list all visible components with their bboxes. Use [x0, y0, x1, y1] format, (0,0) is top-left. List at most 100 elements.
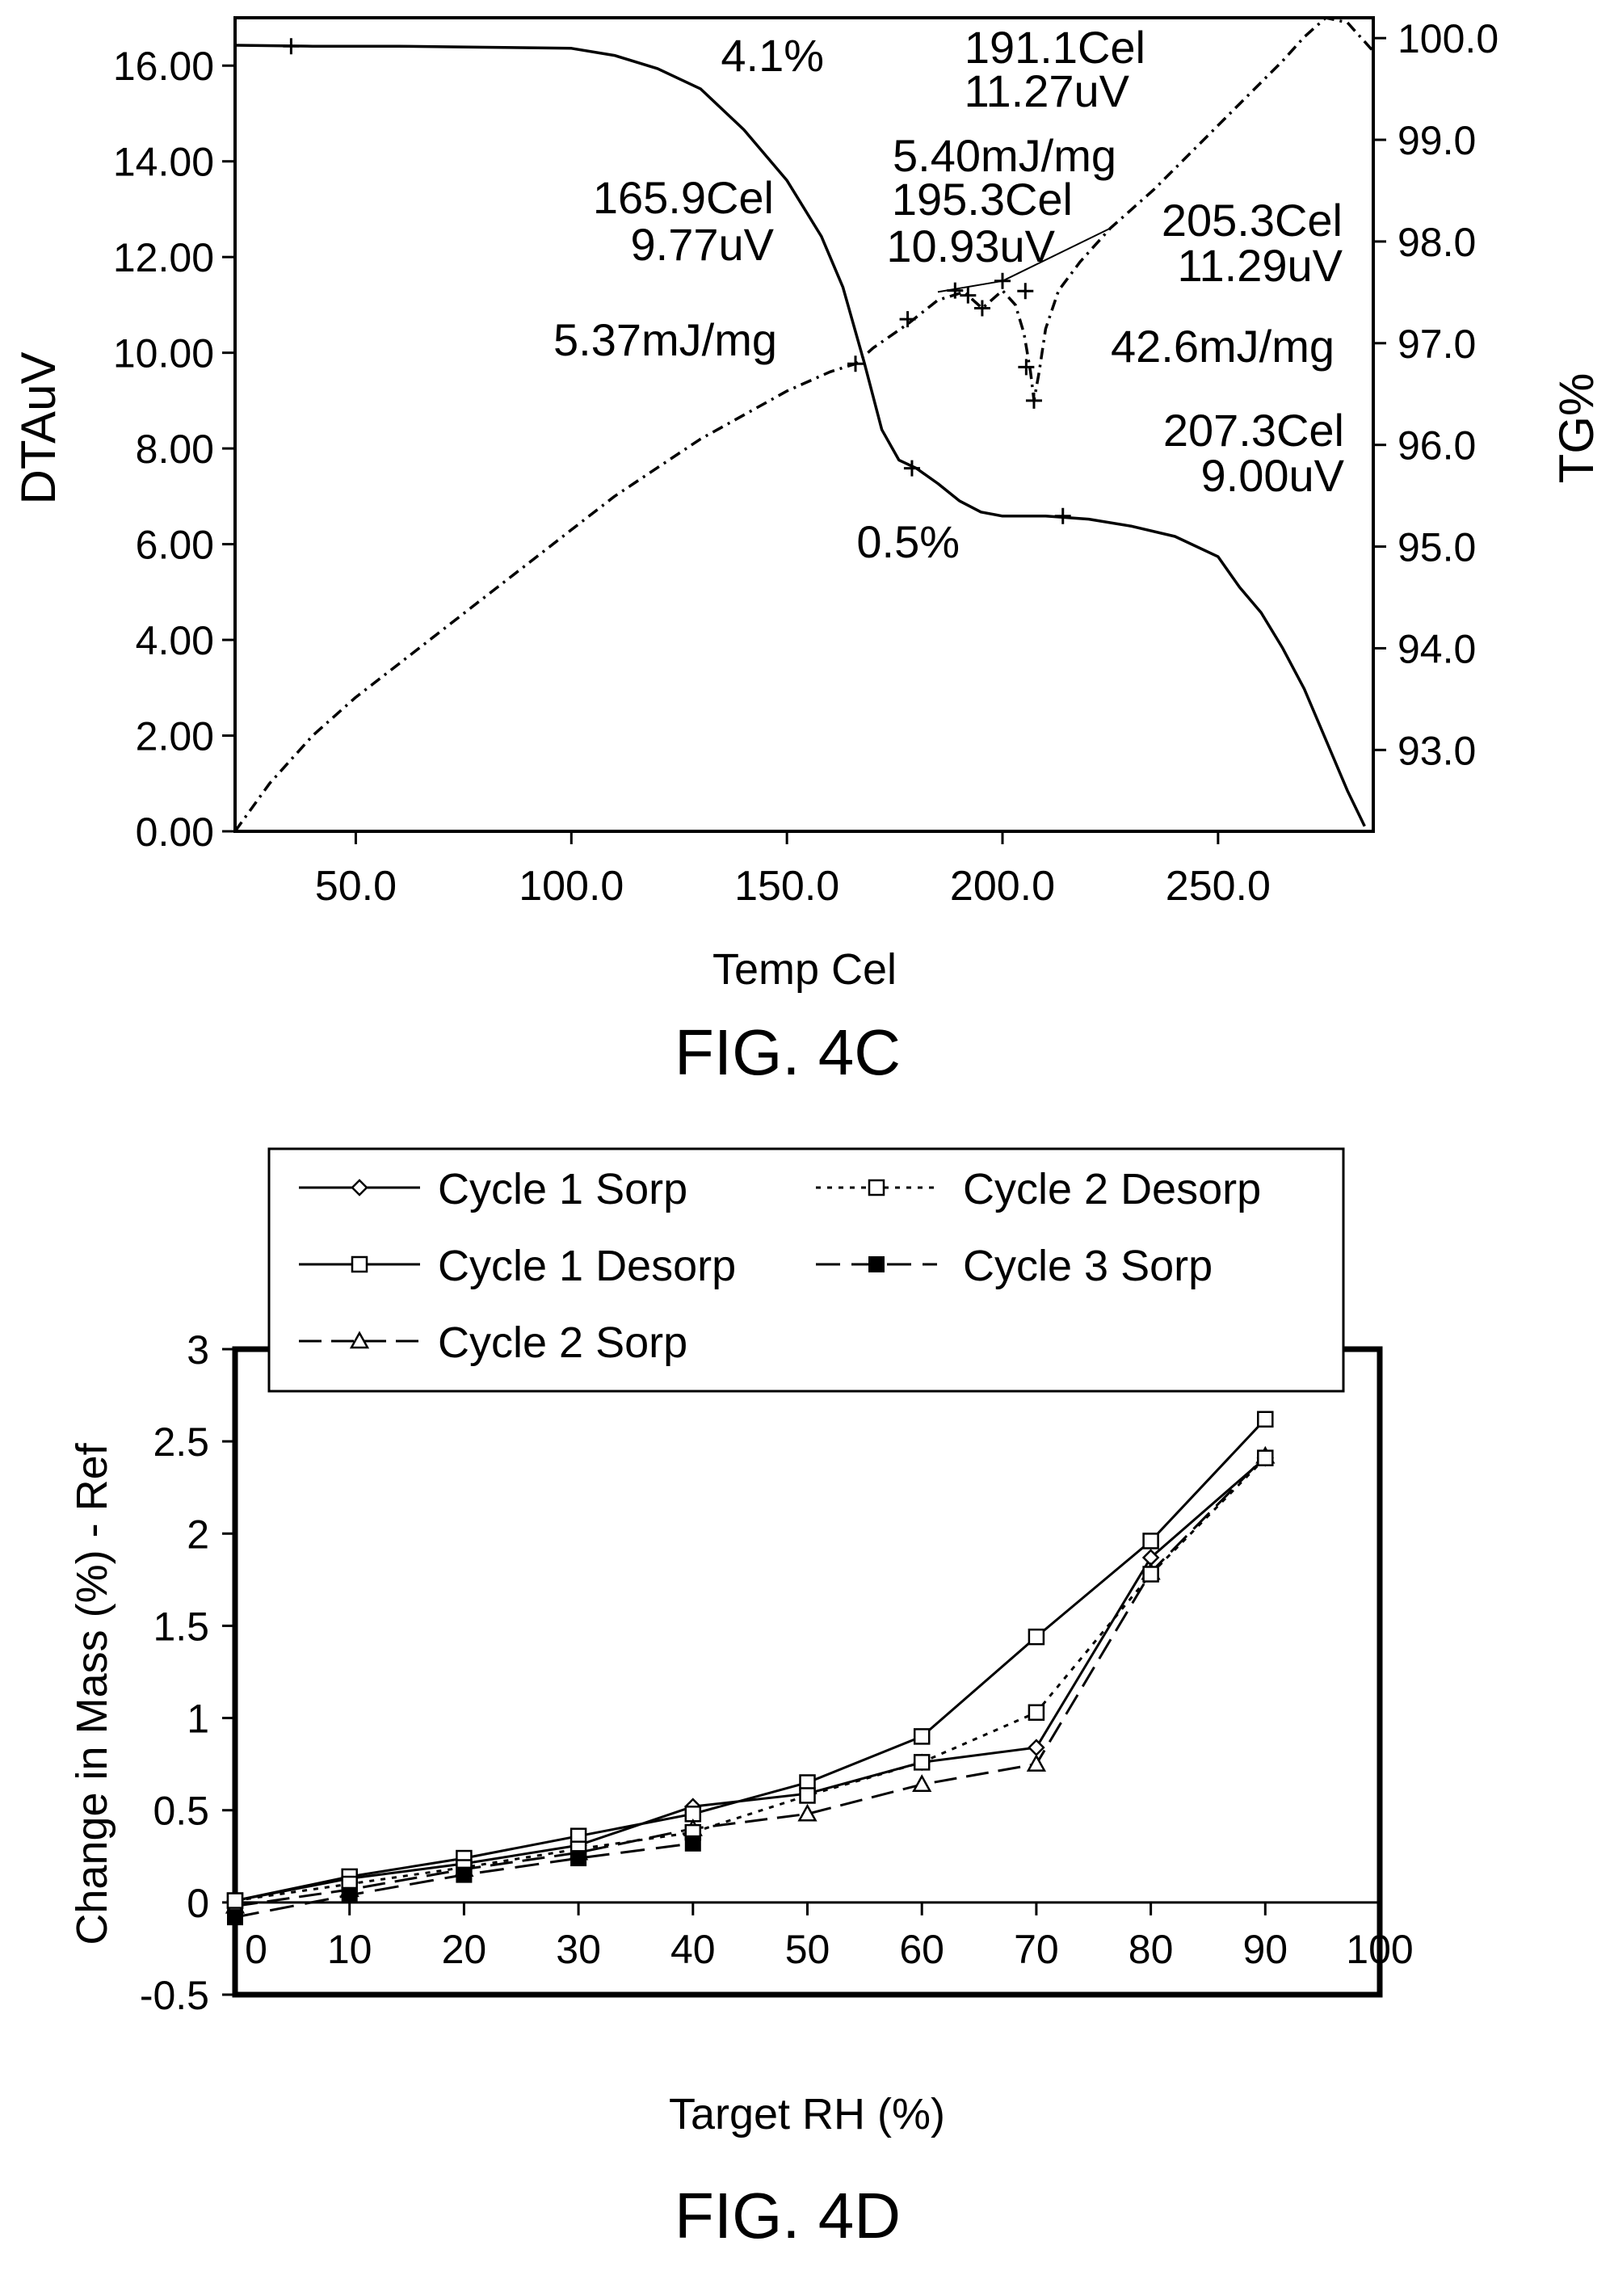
sorption-y-tick-label: 2.5: [153, 1419, 209, 1465]
dta-x-tick-label: 150.0: [734, 863, 839, 910]
annotation-peak3-signal: 11.29uV: [1178, 240, 1343, 291]
tg-right-tick-label: 97.0: [1398, 322, 1476, 367]
dta-tg-chart: 50.0 100.0 150.0 200.0 250.0 0.00 2.00 4.00 6.0…: [11, 16, 1603, 1088]
sorption-point: [456, 1866, 473, 1883]
dta-left-tick-label: 10.00: [113, 331, 214, 376]
dta-left-tick-label: 6.00: [136, 523, 214, 568]
tg-right-tick-label: 93.0: [1398, 728, 1476, 773]
dta-x-tick-label: 50.0: [315, 863, 397, 910]
annotation-onset-signal: 9.77uV: [631, 219, 775, 270]
legend-label-cycle1-desorp: Cycle 1 Desorp: [438, 1242, 736, 1290]
annotation-peak2-temp: 195.3Cel: [892, 174, 1073, 225]
tg-right-tick-label: 98.0: [1398, 220, 1476, 265]
legend-label-cycle2-sorp: Cycle 2 Sorp: [438, 1318, 687, 1367]
legend-marker-sample: [868, 1179, 885, 1196]
sorption-x-tick-label: 90: [1242, 1927, 1288, 1972]
sorption-point: [1028, 1628, 1045, 1646]
sorption-y-tick-label: 1: [187, 1697, 209, 1742]
sorption-y-tick-label: 2: [187, 1512, 209, 1557]
dta-left-axis-label: DTAuV: [11, 352, 65, 505]
sorption-line-1: [234, 1418, 1267, 1903]
dta-left-tick-label: 12.00: [113, 235, 214, 280]
tg-right-tick-label: 100.0: [1398, 16, 1498, 61]
annotation-minimum-temp: 207.3Cel: [1163, 405, 1344, 456]
dta-left-axis-ticks: 0.00 2.00 4.00 6.00 8.00 10.00 12.00 14.00 16.00: [113, 44, 235, 855]
sorption-plot-frame: [232, 1346, 1383, 1998]
sorption-y-tick-label: 1.5: [153, 1604, 209, 1649]
sorption-line-2: [234, 1455, 1267, 1907]
tg-right-tick-label: 99.0: [1398, 118, 1476, 163]
sorption-point: [913, 1728, 931, 1745]
sorption-x-tick-label: 0: [245, 1927, 267, 1972]
dta-event-marker: [903, 460, 920, 477]
legend-box: [267, 1147, 1345, 1393]
legend-marker-sample: [351, 1179, 368, 1196]
dta-x-axis-label: Temp Cel: [712, 945, 897, 994]
dta-annotations: 4.1% 191.1Cel 11.27uV 5.40mJ/mg 165.9Cel…: [553, 22, 1345, 567]
dta-left-tick-label: 16.00: [113, 44, 214, 89]
legend-label-cycle3-sorp: Cycle 3 Sorp: [963, 1242, 1213, 1290]
sorption-x-tick-label: 20: [442, 1927, 487, 1972]
dta-x-axis-ticks: 50.0 100.0 150.0 200.0 250.0: [315, 831, 1271, 910]
sorption-y-tick-label: -0.5: [140, 1973, 209, 2018]
sorption-point: [570, 1850, 587, 1867]
figure-4d-label: FIG. 4D: [675, 2180, 901, 2252]
sorption-point: [1257, 1449, 1274, 1466]
sorption-y-tick-label: 0.5: [153, 1789, 209, 1834]
tg-right-tick-label: 96.0: [1398, 423, 1476, 469]
sorption-point: [1142, 1566, 1159, 1583]
dta-x-tick-label: 200.0: [950, 863, 1055, 910]
legend-label-cycle2-desorp: Cycle 2 Desorp: [963, 1165, 1261, 1213]
annotation-peak2-signal: 10.93uV: [886, 221, 1055, 271]
dta-event-marker: [1017, 283, 1034, 300]
sorption-line-3: [234, 1457, 1267, 1903]
dta-left-tick-label: 14.00: [113, 140, 214, 185]
sorption-point: [1142, 1533, 1159, 1550]
sorption-point: [227, 1909, 243, 1926]
legend-label-cycle1-sorp: Cycle 1 Sorp: [438, 1165, 687, 1213]
tg-right-axis-label: TG%: [1549, 373, 1603, 484]
sorption-y-tick-label: 3: [187, 1327, 209, 1373]
annotation-mass-loss-1: 4.1%: [721, 30, 824, 81]
sorption-point: [1028, 1704, 1045, 1721]
annotation-peak1-enthalpy: 5.40mJ/mg: [893, 130, 1116, 181]
sorption-point: [1257, 1411, 1274, 1428]
sorption-line-0: [234, 1457, 1267, 1903]
dta-x-tick-label: 100.0: [519, 863, 624, 910]
sorption-x-tick-label: 60: [899, 1927, 944, 1972]
legend-marker-sample: [351, 1255, 368, 1273]
legend-samples: [299, 1179, 937, 1349]
sorption-point: [913, 1754, 931, 1771]
sorption-point: [1026, 1754, 1047, 1772]
annotation-peak1-temp: 191.1Cel: [965, 22, 1145, 73]
dta-event-marker: [847, 355, 864, 372]
dta-x-tick-label: 250.0: [1166, 863, 1271, 910]
annotation-minimum-signal: 9.00uV: [1201, 450, 1345, 501]
sorption-x-axis-label: Target RH (%): [669, 2090, 945, 2138]
dta-right-axis-ticks: 93.0 94.0 95.0 96.0 97.0 98.0 99.0 100.0: [1373, 16, 1498, 773]
sorption-point: [799, 1787, 816, 1804]
sorption-x-tick-label: 80: [1129, 1927, 1174, 1972]
dta-event-marker: [899, 311, 916, 328]
dta-event-markers: [283, 38, 1071, 524]
annotation-peak1-signal: 11.27uV: [965, 65, 1130, 116]
sorption-point: [912, 1774, 932, 1792]
annotation-peak3-temp: 205.3Cel: [1162, 195, 1343, 246]
dta-left-tick-label: 0.00: [136, 809, 214, 855]
legend-marker-sample: [349, 1331, 370, 1349]
sorption-series: [225, 1411, 1276, 1926]
tg-right-tick-label: 94.0: [1398, 626, 1476, 671]
dta-left-tick-label: 4.00: [136, 618, 214, 663]
sorption-x-tick-label: 40: [670, 1927, 716, 1972]
dta-event-marker: [1018, 359, 1035, 376]
sorption-point: [1028, 1739, 1045, 1756]
sorption-point: [684, 1835, 701, 1852]
annotation-mass-loss-2: 0.5%: [856, 516, 960, 567]
sorption-point: [226, 1892, 244, 1909]
annotation-onset-temp: 165.9Cel: [593, 172, 774, 223]
dta-series-line-0: [234, 44, 1366, 827]
dta-event-marker: [960, 287, 977, 304]
dta-event-marker: [283, 38, 300, 55]
sorption-x-tick-label: 30: [556, 1927, 601, 1972]
